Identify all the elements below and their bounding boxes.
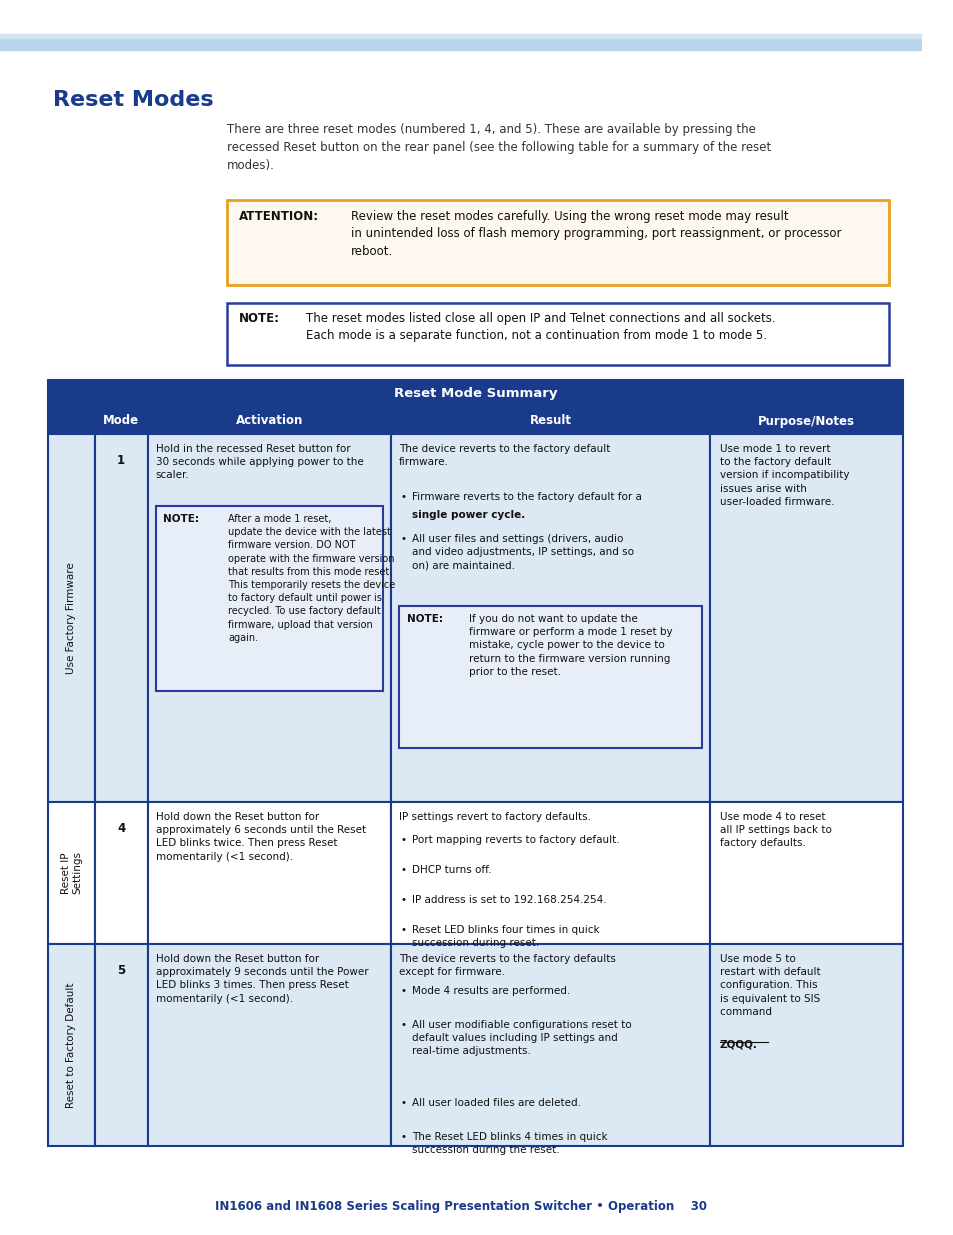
Text: Use mode 4 to reset
all IP settings back to
factory defaults.: Use mode 4 to reset all IP settings back… [719,811,831,848]
Bar [391,802,709,944]
Text: •: • [400,986,406,995]
Bar [49,802,94,944]
Text: ZQQQ.: ZQQQ. [719,1040,757,1050]
Text: If you do not want to update the
firmware or perform a mode 1 reset by
mistake, : If you do not want to update the firmwar… [469,614,673,677]
Text: Firmware reverts to the factory default for a: Firmware reverts to the factory default … [412,492,641,501]
Bar [148,433,391,802]
Text: Reset Modes: Reset Modes [53,90,213,110]
Bar [391,944,709,1146]
Text: Use mode 1 to revert
to the factory default
version if incompatibility
issues ar: Use mode 1 to revert to the factory defa… [719,445,848,506]
Text: IP settings revert to factory defaults.: IP settings revert to factory defaults. [398,811,590,823]
Text: All user modifiable configurations reset to
default values including IP settings: All user modifiable configurations reset… [412,1020,632,1056]
Text: Reset Mode Summary: Reset Mode Summary [394,388,557,400]
Text: 5: 5 [117,965,125,977]
Text: •: • [400,895,406,905]
Text: 1: 1 [117,454,125,467]
Text: •: • [400,925,406,935]
Text: Hold down the Reset button for
approximately 9 seconds until the Power
LED blink: Hold down the Reset button for approxima… [155,953,368,1004]
Text: NOTE:: NOTE: [163,514,199,524]
FancyBboxPatch shape [227,303,888,366]
Text: •: • [400,1098,406,1108]
Text: single power cycle.: single power cycle. [412,510,525,520]
Text: DHCP turns off.: DHCP turns off. [412,864,492,876]
Text: The reset modes listed close all open IP and Telnet connections and all sockets.: The reset modes listed close all open IP… [306,312,775,342]
Bar [49,408,94,433]
Bar [709,408,902,433]
Text: Review the reset modes carefully. Using the wrong reset mode may result
in unint: Review the reset modes carefully. Using … [351,210,841,258]
Text: •: • [400,835,406,845]
Text: Hold down the Reset button for
approximately 6 seconds until the Reset
LED blink: Hold down the Reset button for approxima… [155,811,365,862]
Bar [94,802,148,944]
Bar [94,433,148,802]
Text: Reset IP
Settings: Reset IP Settings [61,851,82,894]
Text: Reset to Factory Default: Reset to Factory Default [67,982,76,1108]
Bar [148,802,391,944]
Text: All user loaded files are deleted.: All user loaded files are deleted. [412,1098,581,1108]
Text: The device reverts to the factory default
firmware.: The device reverts to the factory defaul… [398,445,610,467]
Text: All user files and settings (drivers, audio
and video adjustments, IP settings, : All user files and settings (drivers, au… [412,534,634,571]
Text: NOTE:: NOTE: [406,614,442,624]
Text: There are three reset modes (numbered 1, 4, and 5). These are available by press: There are three reset modes (numbered 1,… [227,124,770,172]
Polygon shape [0,35,921,38]
Text: •: • [400,492,406,501]
Bar [94,408,148,433]
Bar [49,944,94,1146]
Text: Use mode 5 to
restart with default
configuration. This
is equivalent to SIS
comm: Use mode 5 to restart with default confi… [719,953,820,1016]
Bar [148,408,391,433]
Bar [49,380,902,408]
Text: ATTENTION:: ATTENTION: [238,210,318,224]
Bar [709,802,902,944]
Text: Mode: Mode [103,415,139,427]
Text: •: • [400,864,406,876]
Text: •: • [400,1132,406,1142]
Bar [709,944,902,1146]
Text: IN1606 and IN1608 Series Scaling Presentation Switcher • Operation    30: IN1606 and IN1608 Series Scaling Present… [214,1200,706,1213]
FancyBboxPatch shape [155,506,383,692]
Text: •: • [400,534,406,543]
Text: Use Factory Firmware: Use Factory Firmware [67,562,76,674]
Bar [49,433,94,802]
Text: Reset LED blinks four times in quick
succession during reset.: Reset LED blinks four times in quick suc… [412,925,599,948]
Text: 4: 4 [117,823,125,835]
FancyBboxPatch shape [227,200,888,285]
Text: After a mode 1 reset,
update the device with the latest
firmware version. DO NOT: After a mode 1 reset, update the device … [228,514,395,642]
Bar [391,408,709,433]
FancyBboxPatch shape [398,606,701,748]
Text: Port mapping reverts to factory default.: Port mapping reverts to factory default. [412,835,619,845]
Text: IP address is set to 192.168.254.254.: IP address is set to 192.168.254.254. [412,895,606,905]
Bar [148,944,391,1146]
Text: Mode 4 results are performed.: Mode 4 results are performed. [412,986,570,995]
Text: NOTE:: NOTE: [238,312,279,325]
Bar [709,433,902,802]
Text: The device reverts to the factory defaults
except for firmware.: The device reverts to the factory defaul… [398,953,616,977]
Text: •: • [400,1020,406,1030]
Text: Result: Result [529,415,571,427]
Text: Purpose/Notes: Purpose/Notes [758,415,854,427]
Bar [391,433,709,802]
Bar [94,944,148,1146]
Text: Hold in the recessed Reset button for
30 seconds while applying power to the
sca: Hold in the recessed Reset button for 30… [155,445,363,480]
Text: The Reset LED blinks 4 times in quick
succession during the reset.: The Reset LED blinks 4 times in quick su… [412,1132,607,1155]
Text: Activation: Activation [235,415,303,427]
Polygon shape [0,38,921,49]
